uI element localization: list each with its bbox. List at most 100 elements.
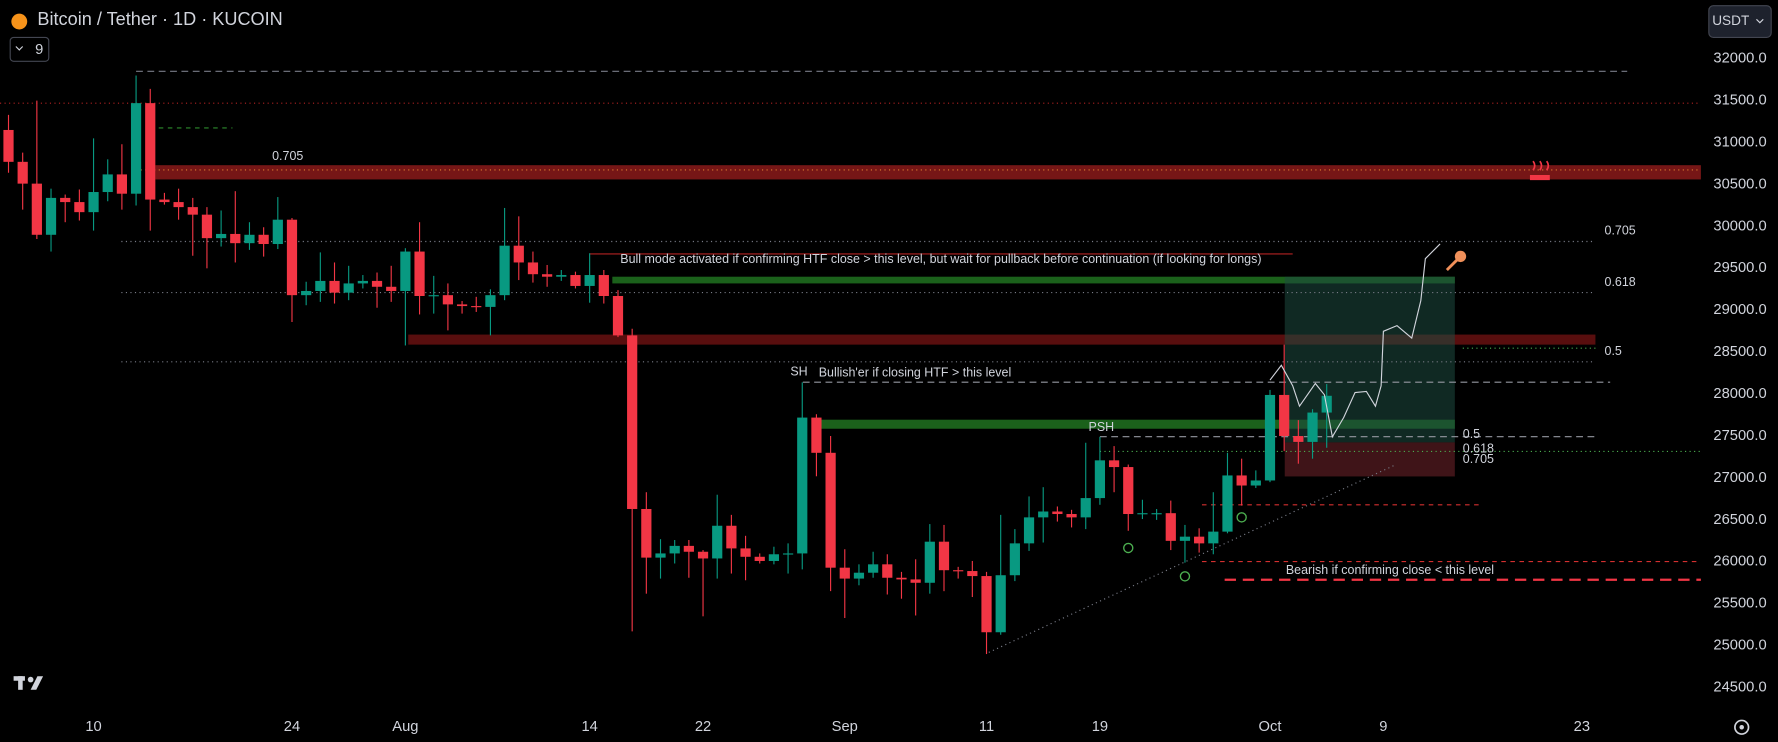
candle-body <box>1293 436 1304 442</box>
candle-body <box>740 548 751 557</box>
candle-body <box>712 525 723 559</box>
candle-body <box>768 554 780 561</box>
candle-body <box>938 541 950 571</box>
candle-body <box>612 296 624 336</box>
indicator-toggle[interactable] <box>9 36 50 62</box>
pin-icon <box>1445 250 1467 272</box>
candle-body <box>159 199 170 203</box>
candle-body <box>428 295 439 297</box>
y-tick-label: 27000.0 <box>1713 470 1766 486</box>
logo-part <box>30 676 44 690</box>
annotation: 0.5 <box>1605 344 1622 358</box>
candles <box>3 75 1332 655</box>
zone <box>816 419 1455 429</box>
symbol-title: Bitcoin / Tether · 1D · KUCOIN <box>37 9 282 29</box>
settings-icon[interactable] <box>1734 719 1750 735</box>
candle-body <box>60 197 71 203</box>
candle-body <box>1052 511 1063 515</box>
candle-body <box>910 579 921 583</box>
candle-body <box>485 295 496 307</box>
x-tick-label: 19 <box>1092 719 1108 735</box>
candle-body <box>1264 394 1276 481</box>
candle-body <box>1038 511 1049 518</box>
logo-part <box>18 676 23 690</box>
zone <box>155 165 1701 180</box>
currency-label[interactable]: USDT <box>1712 13 1749 28</box>
candle-body <box>258 234 269 245</box>
labels: 32000.0 31500.0 31000.0 30500.0 30000.0 29500… <box>85 51 1766 736</box>
coin-icon <box>11 13 28 30</box>
candle-body <box>187 207 198 215</box>
candle-body <box>301 290 312 296</box>
drawn-path <box>1269 243 1441 439</box>
candle-body <box>641 508 652 558</box>
candle-body <box>825 452 836 568</box>
candle-body <box>201 214 213 239</box>
candle-body <box>1009 543 1020 576</box>
gear[interactable] <box>1734 719 1750 735</box>
tv-logo <box>13 676 44 690</box>
annotation: 0.705 <box>1463 452 1494 466</box>
gear-center <box>1739 724 1744 730</box>
candle-body <box>584 275 595 286</box>
candle-body <box>456 304 468 307</box>
candle-body <box>1023 517 1035 544</box>
annotation: 0.618 <box>1463 442 1494 456</box>
currency-button[interactable] <box>1708 5 1772 39</box>
annotation: SH <box>790 364 807 378</box>
x-tick-label: 9 <box>1379 719 1387 735</box>
y-tick-label: 32000.0 <box>1713 51 1766 67</box>
y-tick-label: 28500.0 <box>1713 344 1766 360</box>
candle-body <box>230 233 241 244</box>
indicator-count[interactable]: 9 <box>35 42 43 58</box>
candle-body <box>655 553 666 558</box>
candle-body <box>1307 412 1318 442</box>
candle-body <box>315 280 326 291</box>
candle-body <box>797 417 808 554</box>
candle-body <box>442 295 454 305</box>
annotation: 0.5 <box>1463 427 1480 441</box>
x-tick-label: 24 <box>284 719 300 735</box>
y-tick-label: 26000.0 <box>1713 554 1766 570</box>
annotation: PSH <box>1089 420 1115 434</box>
y-tick-label: 30500.0 <box>1713 176 1766 192</box>
candle-body <box>1194 536 1205 544</box>
marker <box>1236 512 1247 523</box>
candle-body <box>542 274 553 277</box>
annotation: Bullish'er if closing HTF > this level <box>819 366 1012 380</box>
candle-body <box>924 541 935 583</box>
candle-body <box>1208 531 1219 544</box>
candle-body <box>839 567 850 579</box>
marker <box>1123 542 1134 554</box>
candle-body <box>45 197 57 235</box>
x-tick-label: 14 <box>581 719 597 735</box>
candle-body <box>329 280 340 293</box>
zone <box>612 276 1455 284</box>
candle-body <box>145 103 156 200</box>
candle-body <box>88 192 99 213</box>
candle-body <box>74 202 85 213</box>
candle-body <box>357 280 368 284</box>
candle-body <box>400 251 411 291</box>
candle-body <box>1108 460 1120 468</box>
candle-body <box>1179 536 1191 541</box>
candle-body <box>1279 394 1290 437</box>
candle-body <box>1165 513 1176 541</box>
y-tick-label: 28000.0 <box>1713 386 1766 402</box>
candle-body <box>343 283 354 293</box>
candle-body <box>1094 460 1106 499</box>
x-tick-label: 10 <box>85 719 101 735</box>
candle-body <box>471 306 482 308</box>
y-tick-label: 29500.0 <box>1713 260 1766 276</box>
y-tick-label: 31500.0 <box>1713 93 1766 109</box>
candle-body <box>683 545 694 552</box>
candle-body <box>286 219 298 296</box>
chevron <box>1756 18 1764 24</box>
candle-body <box>598 275 609 297</box>
zone <box>408 334 1596 345</box>
candle-body <box>896 577 907 580</box>
candle-body <box>130 103 142 194</box>
